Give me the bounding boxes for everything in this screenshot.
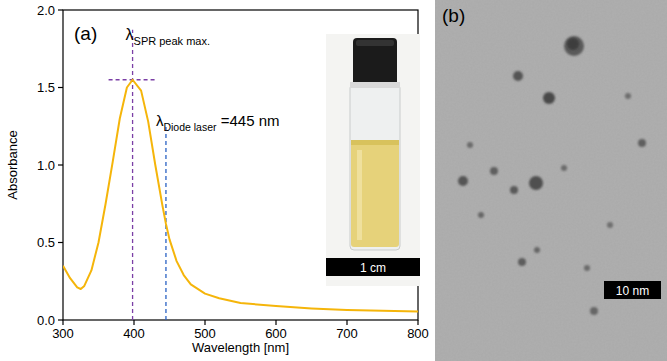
laser-value: =445 nm [217,112,280,129]
tem-image: 10 nm (b) [435,0,667,361]
nanoparticle [564,36,584,56]
x-tick [204,320,205,325]
tem-background [435,0,667,361]
peak-symbol: λ [126,26,134,43]
nanoparticle [607,222,613,228]
peak-subscript: SPR peak max. [134,35,210,47]
x-tick-label: 700 [336,326,358,341]
nanoparticle [543,92,555,104]
plot-frame [63,10,418,320]
panel-label: (a) [74,23,97,44]
y-tick [58,164,63,165]
inset-background [326,34,420,286]
y-tick [58,319,63,320]
vial-neck [350,82,400,88]
nanoparticle [590,307,598,315]
inset-scale-label: 1 cm [360,261,386,275]
x-tick [62,320,63,325]
nanoparticle [510,186,518,194]
laser-subscript: Diode laser [163,121,217,133]
nanoparticle [478,212,484,218]
vial-reflection [357,150,362,240]
x-tick [346,320,347,325]
tem-scale-bar [604,281,661,299]
x-tick [133,320,134,325]
nanoparticle [567,38,579,50]
nanoparticle [518,258,526,266]
x-tick-label: 500 [194,326,216,341]
panel-label-b: (b) [442,5,465,26]
inset-photo: 1 cm [326,34,420,286]
nanoparticle [561,165,567,171]
tem-noise [435,0,667,361]
nanoparticle [638,139,646,147]
x-tick-label: 300 [52,326,74,341]
inset-scale-bar [326,258,420,276]
x-axis-label: Wavelength [nm] [192,340,289,355]
nanoparticle [529,176,543,190]
tem-scale-label: 10 nm [616,284,649,298]
x-tick [417,320,418,325]
nanoparticle [467,142,473,148]
x-tick-label: 600 [265,326,287,341]
y-tick-label: 0.0 [37,313,55,328]
nanoparticle [625,93,631,99]
y-axis-label: Absorbance [5,130,20,199]
nanoparticle [513,71,523,81]
vial-cap-top [356,40,394,46]
x-tick [275,320,276,325]
vial-meniscus [351,140,399,145]
x-tick-label: 400 [123,326,145,341]
vial-liquid [351,142,399,247]
y-tick-label: 0.5 [37,235,55,250]
vial-glass [350,84,400,250]
y-tick [58,87,63,88]
peak-guide [132,30,133,320]
nanoparticle [584,265,590,271]
y-tick [58,9,63,10]
figure: 300 400 500 600 700 800 0.0 0.5 1.0 1.5 2.0 Wavelen… [0,0,667,361]
y-tick-label: 1.0 [37,158,55,173]
y-tick-label: 1.5 [37,80,55,95]
y-tick [58,242,63,243]
vial-cap [353,38,397,86]
nanoparticle [534,247,540,253]
laser-label: λDiode laser =445 nm [156,112,280,133]
peak-label: λSPR peak max. [126,26,210,47]
nanoparticle [490,167,498,175]
x-tick-label: 800 [407,326,429,341]
nanoparticle [458,176,468,186]
y-tick-label: 2.0 [37,3,55,18]
